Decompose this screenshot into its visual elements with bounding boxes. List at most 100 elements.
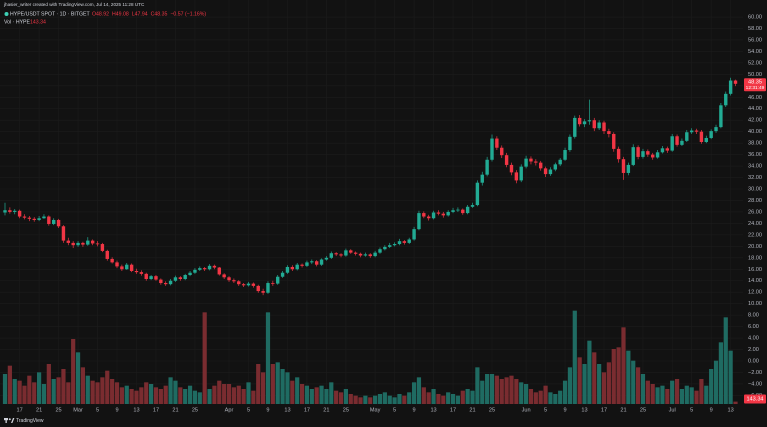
candle-body bbox=[490, 138, 494, 160]
volume-bar bbox=[480, 380, 485, 404]
x-tick-label: 25 bbox=[55, 407, 61, 413]
volume-bar bbox=[149, 384, 154, 404]
candle-body bbox=[573, 117, 577, 137]
volume-bar bbox=[295, 377, 300, 404]
volume-bar bbox=[397, 394, 402, 404]
candle-body bbox=[733, 80, 738, 84]
volume-bar bbox=[689, 387, 694, 404]
candle-body bbox=[553, 164, 558, 170]
candle-body bbox=[120, 266, 124, 270]
volume-bar bbox=[334, 390, 339, 404]
y-tick-label: 58.00 bbox=[748, 26, 762, 32]
volume-bar bbox=[411, 382, 417, 404]
volume-bar bbox=[329, 382, 334, 404]
candle-body bbox=[529, 158, 533, 162]
candle-body bbox=[407, 239, 411, 243]
candle-body bbox=[13, 210, 17, 212]
volume-bar bbox=[514, 379, 519, 404]
y-tick-label: −2.00 bbox=[748, 370, 762, 376]
candle-body bbox=[704, 137, 708, 142]
volume-bar bbox=[621, 327, 626, 404]
volume-bar bbox=[523, 384, 529, 404]
x-tick-label: Mar bbox=[73, 407, 83, 413]
volume-bar bbox=[158, 389, 163, 404]
volume-bar bbox=[567, 367, 573, 404]
y-tick-label: 20.00 bbox=[748, 244, 762, 250]
volume-bar bbox=[75, 352, 81, 404]
volume-bar bbox=[168, 377, 173, 404]
y-tick-label: 4.00 bbox=[748, 336, 759, 342]
candle-body bbox=[378, 249, 382, 253]
candle-body bbox=[461, 209, 465, 214]
volume-bar bbox=[134, 390, 139, 404]
ohlc-value: C48.35 bbox=[151, 11, 168, 17]
candle-body bbox=[32, 218, 36, 220]
volume-bar bbox=[212, 385, 217, 404]
volume-bar bbox=[129, 389, 134, 404]
candle-body bbox=[154, 276, 158, 280]
y-tick-label: 36.00 bbox=[748, 152, 762, 158]
candle-body bbox=[426, 216, 431, 219]
candle-body bbox=[563, 150, 567, 160]
volume-bar bbox=[533, 392, 538, 404]
y-tick-label: 6.00 bbox=[748, 324, 759, 330]
candle-body bbox=[344, 250, 348, 256]
y-tick-label: 60.00 bbox=[748, 14, 762, 20]
candle-body bbox=[475, 182, 480, 206]
volume-bar bbox=[636, 367, 641, 404]
x-tick-label: 9 bbox=[413, 407, 416, 413]
candle-body bbox=[198, 268, 202, 270]
volume-bar bbox=[655, 387, 660, 404]
y-tick-label: 18.00 bbox=[748, 255, 762, 261]
x-tick-label: 25 bbox=[640, 407, 646, 413]
y-tick-label: 12.00 bbox=[748, 290, 762, 296]
candle-body bbox=[324, 257, 329, 260]
volume-bar bbox=[494, 375, 499, 404]
candle-body bbox=[173, 277, 178, 281]
candle-body bbox=[149, 276, 153, 280]
candle-body bbox=[241, 284, 246, 286]
x-tick-label: 5 bbox=[393, 407, 396, 413]
volume-bar bbox=[538, 390, 543, 404]
volume-bar bbox=[231, 387, 236, 404]
y-tick-label: 16.00 bbox=[748, 267, 762, 273]
volume-bar bbox=[324, 389, 329, 404]
volume-bar bbox=[718, 342, 723, 404]
volume-bar bbox=[572, 310, 577, 404]
volume-bar bbox=[597, 364, 602, 404]
candle-body bbox=[334, 253, 338, 255]
symbol-icon bbox=[4, 12, 9, 16]
candle-body bbox=[694, 130, 699, 132]
volume-bar bbox=[348, 394, 353, 404]
candle-body bbox=[646, 151, 650, 155]
volume-tag-value: 143.34 bbox=[746, 396, 763, 402]
y-tick-label: 56.00 bbox=[748, 37, 762, 43]
ohlc-legend: O48.92 H49.08 L47.94 C48.35 −0.57 (−1.16%) bbox=[92, 11, 206, 17]
candle-body bbox=[295, 264, 299, 270]
volume-bar bbox=[709, 369, 714, 404]
volume-bar bbox=[460, 390, 465, 404]
price-tag-value: 48.35 bbox=[748, 79, 762, 85]
volume-bar bbox=[387, 395, 392, 404]
candle-body bbox=[485, 159, 489, 175]
y-tick-label: 52.00 bbox=[748, 60, 762, 66]
volume-bar bbox=[587, 340, 592, 404]
volume-bar bbox=[32, 382, 37, 404]
volume-bar bbox=[338, 392, 344, 404]
candle-body bbox=[271, 283, 275, 284]
volume-bar bbox=[377, 394, 383, 404]
candle-body bbox=[125, 264, 129, 270]
candle-body bbox=[709, 131, 713, 138]
candle-body bbox=[358, 253, 363, 256]
volume-bar bbox=[197, 392, 202, 404]
volume-bar bbox=[499, 379, 504, 404]
price-tag bbox=[744, 78, 766, 92]
candle-body bbox=[689, 130, 694, 133]
creator-line: jhasier_writer created with TradingView.… bbox=[3, 2, 145, 7]
candle-body bbox=[95, 243, 100, 245]
candle-body bbox=[441, 213, 445, 216]
volume-bar bbox=[153, 387, 159, 404]
volume-bar bbox=[178, 387, 183, 404]
candle-body bbox=[188, 272, 192, 276]
candle-body bbox=[202, 268, 207, 270]
